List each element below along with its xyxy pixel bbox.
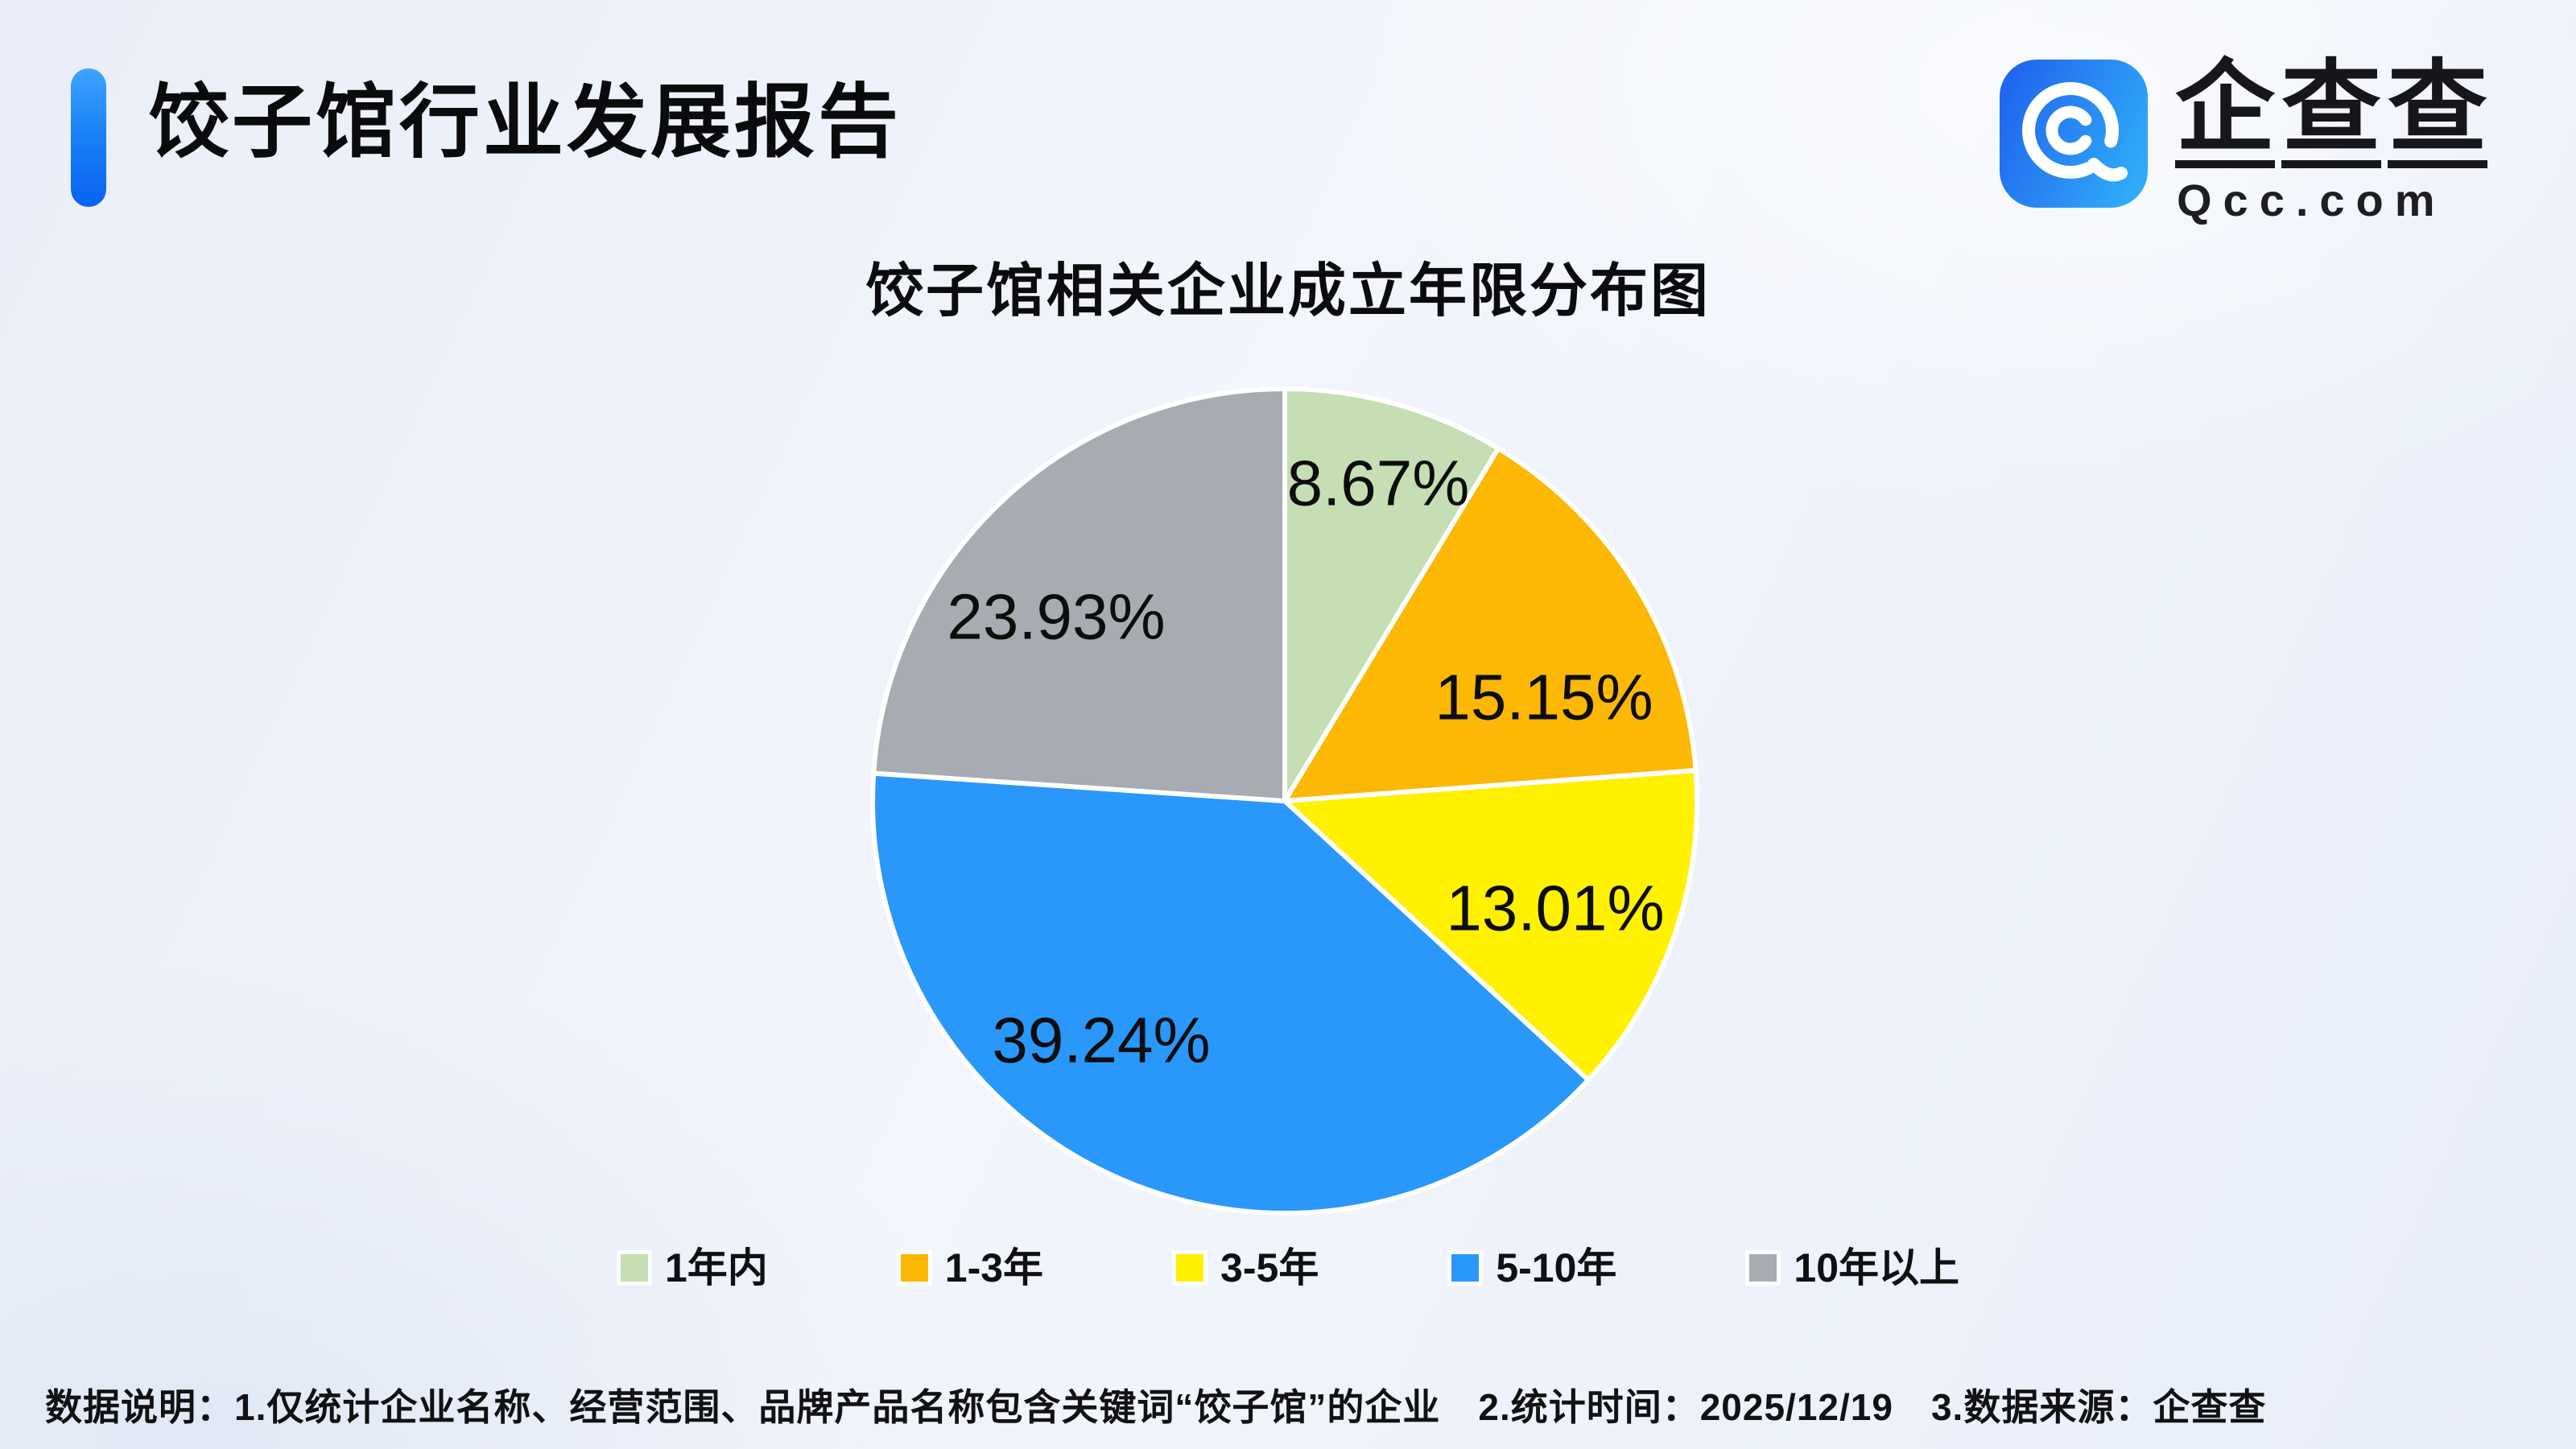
legend-swatch-icon — [896, 1250, 932, 1286]
slice-label-1: 8.67% — [1287, 448, 1470, 519]
title-accent-bar — [71, 68, 106, 207]
pie-slice-5 — [871, 386, 1287, 803]
chart-title: 饺子馆相关企业成立年限分布图 — [865, 259, 1711, 324]
chart-legend: 1年内 1-3年 3-5年 5-10年 10年以上 — [0, 1248, 2576, 1288]
slice-label-5: 23.93% — [947, 581, 1165, 653]
pie-slice-1 — [1282, 386, 1501, 803]
legend-label: 5-10年 — [1496, 1245, 1617, 1290]
data-note: 数据说明：1.仅统计企业名称、经营范围、品牌产品名称包含关键词“饺子馆”的企业 … — [45, 1386, 2267, 1428]
qcc-logo-icon — [2000, 60, 2148, 208]
qcc-logo-text: 企查查 Qcc.com — [2172, 58, 2491, 225]
qcc-logo: 企查查 Qcc.com — [2000, 58, 2491, 225]
legend-label: 1-3年 — [944, 1245, 1044, 1290]
legend-item-3: 3-5年 — [1172, 1248, 1319, 1288]
legend-label: 1年内 — [664, 1245, 768, 1290]
legend-item-5: 10年以上 — [1745, 1248, 1959, 1288]
qcc-logo-domain: Qcc.com — [2177, 174, 2446, 225]
qcc-logo-brand-char: 查 — [2281, 58, 2382, 168]
legend-item-1: 1年内 — [616, 1245, 768, 1290]
pie-slice-3 — [1282, 768, 1700, 1083]
legend-item-4: 5-10年 — [1447, 1248, 1616, 1288]
qcc-logo-brand-char: 查 — [2388, 58, 2488, 168]
slice-label-4: 39.24% — [992, 1005, 1210, 1076]
pie-slice-2 — [1282, 446, 1699, 803]
page-title: 饺子馆行业发展报告 — [148, 77, 902, 167]
qcc-logo-brand-char: 企 — [2175, 58, 2276, 168]
legend-label: 3-5年 — [1220, 1245, 1319, 1290]
legend-swatch-icon — [1745, 1250, 1781, 1286]
legend-swatch-icon — [1447, 1250, 1484, 1286]
qcc-logo-brand: 企查查 — [2172, 58, 2491, 168]
legend-item-2: 1-3年 — [896, 1245, 1044, 1290]
legend-label: 10年以上 — [1794, 1245, 1960, 1290]
slice-label-3: 13.01% — [1446, 873, 1664, 944]
pie-slice-4 — [870, 770, 1591, 1216]
legend-swatch-icon — [1172, 1250, 1208, 1286]
slice-label-2: 15.15% — [1435, 662, 1653, 733]
legend-swatch-icon — [616, 1250, 652, 1286]
